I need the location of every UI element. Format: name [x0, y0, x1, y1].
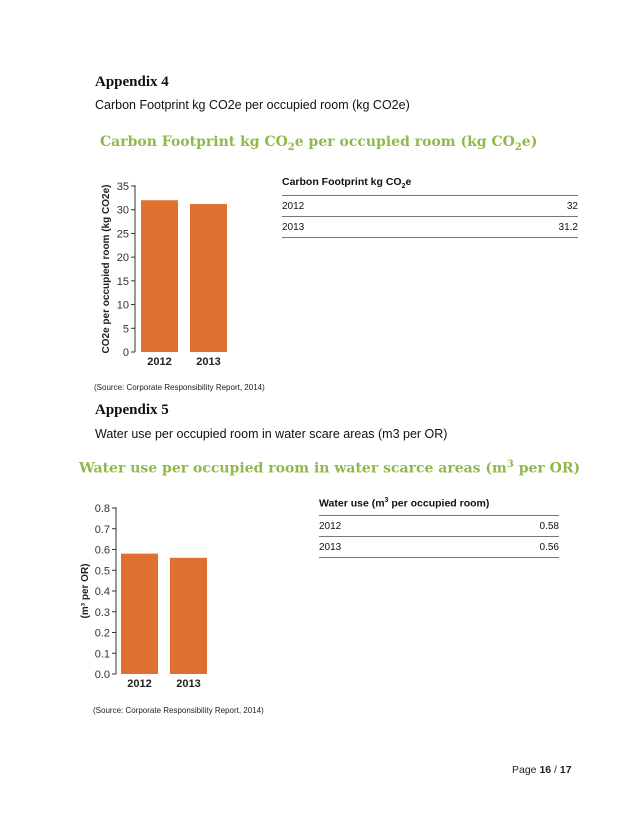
water-chart-ylabel: (m³ per OR) [80, 564, 91, 619]
y-tick-label: 0.2 [95, 628, 110, 640]
y-tick-label: 10 [117, 300, 129, 312]
y-tick-label: 0.6 [95, 545, 110, 557]
water-chart: (m³ per OR) 0.00.10.20.30.40.50.60.70.8 … [80, 503, 207, 690]
appendix-4-source: (Source: Corporate Responsibility Report… [94, 383, 265, 392]
appendix-5-source: (Source: Corporate Responsibility Report… [93, 706, 264, 715]
carbon-chart-ylabel: CO2e per occupied room (kg CO2e) [101, 185, 112, 354]
y-tick-label: 30 [117, 205, 129, 217]
x-tick-label: 2013 [176, 678, 200, 690]
carbon-table: Carbon Footprint kg CO2e 2012 32 2013 31.2 [282, 176, 578, 239]
y-tick-label: 35 [117, 181, 129, 193]
table-cell-value: 32 [566, 201, 578, 213]
y-tick-label: 0.4 [95, 586, 110, 598]
appendix-4-subtitle: Carbon Footprint kg CO2e per occupied ro… [95, 98, 410, 112]
bar-2013 [190, 204, 227, 352]
water-figure-title: Water use per occupied room in water sca… [79, 459, 581, 477]
appendix-4-heading: Appendix 4 [95, 74, 169, 90]
table-cell-year: 2012 [282, 201, 305, 213]
y-tick-label: 5 [123, 323, 129, 335]
y-tick-label: 20 [117, 252, 129, 264]
y-tick-label: 0.5 [95, 565, 110, 577]
table-row: 2013 0.56 [319, 537, 559, 558]
page-number: Page 16 / 17 [512, 764, 572, 776]
bar-2012 [121, 553, 158, 674]
x-tick-label: 2012 [127, 678, 151, 690]
y-tick-label: 0.0 [95, 669, 110, 681]
table-cell-year: 2013 [319, 541, 342, 553]
table-row: 2012 32 [282, 196, 578, 218]
y-tick-label: 0.3 [95, 607, 110, 619]
y-tick-label: 0 [123, 347, 129, 359]
y-tick-label: 0.1 [95, 648, 110, 660]
carbon-figure-title: Carbon Footprint kg CO2e per occupied ro… [100, 134, 538, 153]
x-tick-label: 2012 [147, 356, 171, 368]
y-tick-label: 0.7 [95, 524, 110, 536]
table-row: 2013 31.2 [282, 217, 578, 239]
table-cell-value: 0.56 [539, 541, 559, 553]
x-tick-label: 2013 [196, 356, 220, 368]
table-cell-year: 2013 [282, 222, 305, 234]
appendix-5-heading: Appendix 5 [95, 402, 169, 418]
y-tick-label: 15 [117, 276, 129, 288]
table-cell-value: 0.58 [539, 520, 559, 532]
y-tick-label: 25 [117, 228, 129, 240]
bar-2013 [170, 557, 207, 674]
carbon-chart: CO2e per occupied room (kg CO2e) 0 5 10 15 2… [101, 181, 227, 368]
appendix-5-subtitle: Water use per occupied room in water sca… [95, 427, 448, 441]
water-table-header: Water use (m3 per occupied room) [319, 497, 559, 516]
bar-2012 [141, 200, 178, 352]
table-cell-year: 2012 [319, 520, 342, 532]
table-row: 2012 0.58 [319, 516, 559, 537]
table-cell-value: 31.2 [558, 222, 578, 234]
y-tick-label: 0.8 [95, 503, 110, 515]
carbon-table-header: Carbon Footprint kg CO2e [282, 176, 578, 197]
water-table: Water use (m3 per occupied room) 2012 0.5… [319, 497, 559, 558]
